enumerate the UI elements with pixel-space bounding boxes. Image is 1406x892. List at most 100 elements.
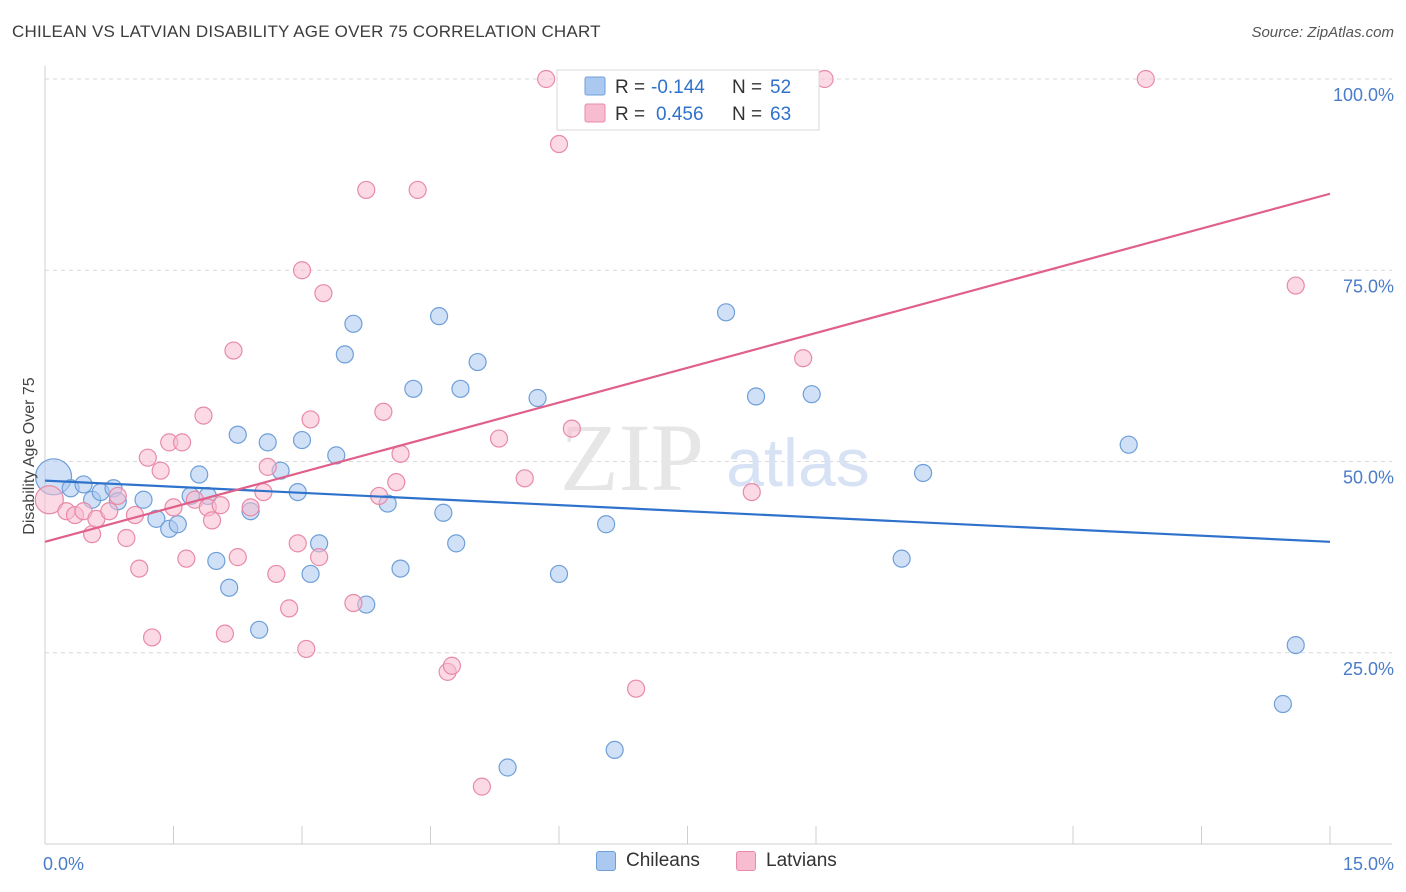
- point-chileans-33[interactable]: [434, 503, 453, 522]
- legend-top: R = -0.144 N = 52 R = 0.456 N = 63: [556, 69, 820, 131]
- point-latvians-22[interactable]: [211, 496, 230, 515]
- point-latvians-38[interactable]: [357, 180, 376, 200]
- point-latvians-54[interactable]: [794, 349, 813, 368]
- point-latvians-34[interactable]: [301, 410, 320, 429]
- point-latvians-13[interactable]: [151, 461, 170, 480]
- point-latvians-46[interactable]: [472, 777, 491, 796]
- point-latvians-25[interactable]: [228, 548, 247, 567]
- legend-label-chileans: Chileans: [626, 850, 700, 871]
- point-latvians-21[interactable]: [202, 511, 222, 530]
- x-tick-label-0: 0.0%: [43, 854, 84, 874]
- point-chileans-27[interactable]: [344, 314, 363, 333]
- x-tick-label-1: 15.0%: [1343, 854, 1394, 874]
- point-latvians-6[interactable]: [100, 502, 119, 521]
- point-latvians-56[interactable]: [1136, 69, 1155, 89]
- points-layer: [34, 69, 1305, 796]
- point-latvians-49[interactable]: [537, 69, 556, 89]
- point-chileans-12[interactable]: [190, 465, 209, 484]
- point-latvians-19[interactable]: [194, 406, 213, 425]
- point-latvians-53[interactable]: [742, 483, 761, 502]
- point-chileans-22[interactable]: [292, 430, 312, 450]
- point-latvians-52[interactable]: [626, 679, 646, 698]
- trendline-chileans: [44, 479, 1331, 543]
- point-chileans-15[interactable]: [220, 578, 239, 597]
- point-chileans-38[interactable]: [528, 388, 547, 408]
- point-chileans-18[interactable]: [250, 620, 269, 639]
- point-chileans-26[interactable]: [335, 345, 354, 364]
- point-chileans-14[interactable]: [207, 551, 226, 571]
- legend-item-latvians[interactable]: Latvians: [736, 850, 837, 872]
- point-latvians-26[interactable]: [241, 498, 260, 517]
- legend-top-r-value-1: -0.144: [651, 77, 705, 98]
- point-chileans-35[interactable]: [451, 379, 470, 398]
- point-latvians-28[interactable]: [258, 457, 277, 476]
- point-chileans-7[interactable]: [134, 490, 153, 509]
- point-latvians-32[interactable]: [292, 261, 312, 280]
- point-chileans-23[interactable]: [301, 564, 320, 584]
- chart-title: CHILEAN VS LATVIAN DISABILITY AGE OVER 7…: [12, 22, 601, 41]
- point-chileans-36[interactable]: [468, 352, 487, 372]
- point-latvians-48[interactable]: [515, 469, 534, 488]
- y-tick-label-2: 75.0%: [1343, 276, 1394, 296]
- point-chileans-2[interactable]: [74, 475, 93, 494]
- point-latvians-31[interactable]: [288, 534, 307, 553]
- point-chileans-43[interactable]: [746, 387, 766, 406]
- point-latvians-7[interactable]: [108, 486, 127, 506]
- point-latvians-8[interactable]: [117, 528, 136, 548]
- point-chileans-44[interactable]: [802, 385, 821, 404]
- legend-top-swatch-latvians: [584, 103, 606, 123]
- axis-layer: 25.0% 50.0% 75.0% 100.0% 0.0% 15.0%: [43, 66, 1394, 874]
- point-chileans-39[interactable]: [549, 564, 569, 584]
- point-chileans-30[interactable]: [391, 559, 410, 578]
- point-chileans-45[interactable]: [892, 549, 911, 568]
- grid-layer: [45, 78, 1392, 654]
- point-latvians-11[interactable]: [138, 448, 157, 467]
- point-chileans-32[interactable]: [429, 307, 449, 326]
- point-latvians-57[interactable]: [1286, 276, 1305, 295]
- y-tick-label-1: 50.0%: [1343, 468, 1394, 488]
- legend-swatch-latvians: [736, 851, 756, 871]
- point-latvians-29[interactable]: [267, 564, 286, 584]
- point-chileans-37[interactable]: [498, 758, 517, 777]
- point-latvians-51[interactable]: [562, 419, 581, 438]
- point-chileans-41[interactable]: [605, 740, 624, 760]
- point-latvians-45[interactable]: [442, 656, 462, 675]
- point-latvians-0[interactable]: [34, 485, 64, 515]
- legend-top-r-value-2: 0.456: [656, 104, 704, 125]
- point-chileans-49[interactable]: [1286, 635, 1305, 655]
- point-chileans-40[interactable]: [597, 515, 616, 534]
- point-chileans-47[interactable]: [1119, 435, 1138, 454]
- legend-top-n-label-1: N =: [732, 77, 762, 98]
- point-latvians-47[interactable]: [489, 429, 509, 448]
- legend-item-chileans[interactable]: Chileans: [596, 850, 700, 872]
- point-chileans-16[interactable]: [228, 425, 247, 444]
- point-latvians-33[interactable]: [297, 639, 316, 659]
- point-latvians-37[interactable]: [344, 593, 363, 613]
- point-latvians-35[interactable]: [310, 548, 329, 567]
- point-latvians-23[interactable]: [215, 624, 234, 643]
- legend-top-n-value-1: 52: [770, 77, 791, 98]
- point-chileans-31[interactable]: [404, 379, 423, 398]
- point-chileans-10[interactable]: [168, 515, 187, 534]
- point-latvians-24[interactable]: [224, 341, 243, 360]
- point-chileans-42[interactable]: [716, 303, 736, 322]
- point-latvians-41[interactable]: [387, 473, 406, 492]
- point-latvians-30[interactable]: [280, 599, 299, 618]
- point-latvians-43[interactable]: [408, 180, 427, 200]
- point-latvians-10[interactable]: [130, 559, 149, 578]
- watermark: ZIP atlas: [560, 404, 870, 511]
- point-latvians-12[interactable]: [142, 628, 162, 647]
- point-chileans-48[interactable]: [1273, 694, 1292, 714]
- point-latvians-36[interactable]: [314, 284, 333, 303]
- point-chileans-46[interactable]: [913, 463, 933, 483]
- point-chileans-8[interactable]: [147, 509, 166, 528]
- point-latvians-50[interactable]: [549, 134, 569, 154]
- trend-layer: [44, 192, 1331, 543]
- point-chileans-34[interactable]: [447, 534, 466, 553]
- point-latvians-17[interactable]: [177, 549, 196, 568]
- point-chileans-19[interactable]: [258, 433, 277, 452]
- legend-bottom: Chileans Latvians: [0, 850, 1406, 880]
- point-latvians-40[interactable]: [374, 402, 393, 421]
- point-latvians-16[interactable]: [172, 433, 192, 452]
